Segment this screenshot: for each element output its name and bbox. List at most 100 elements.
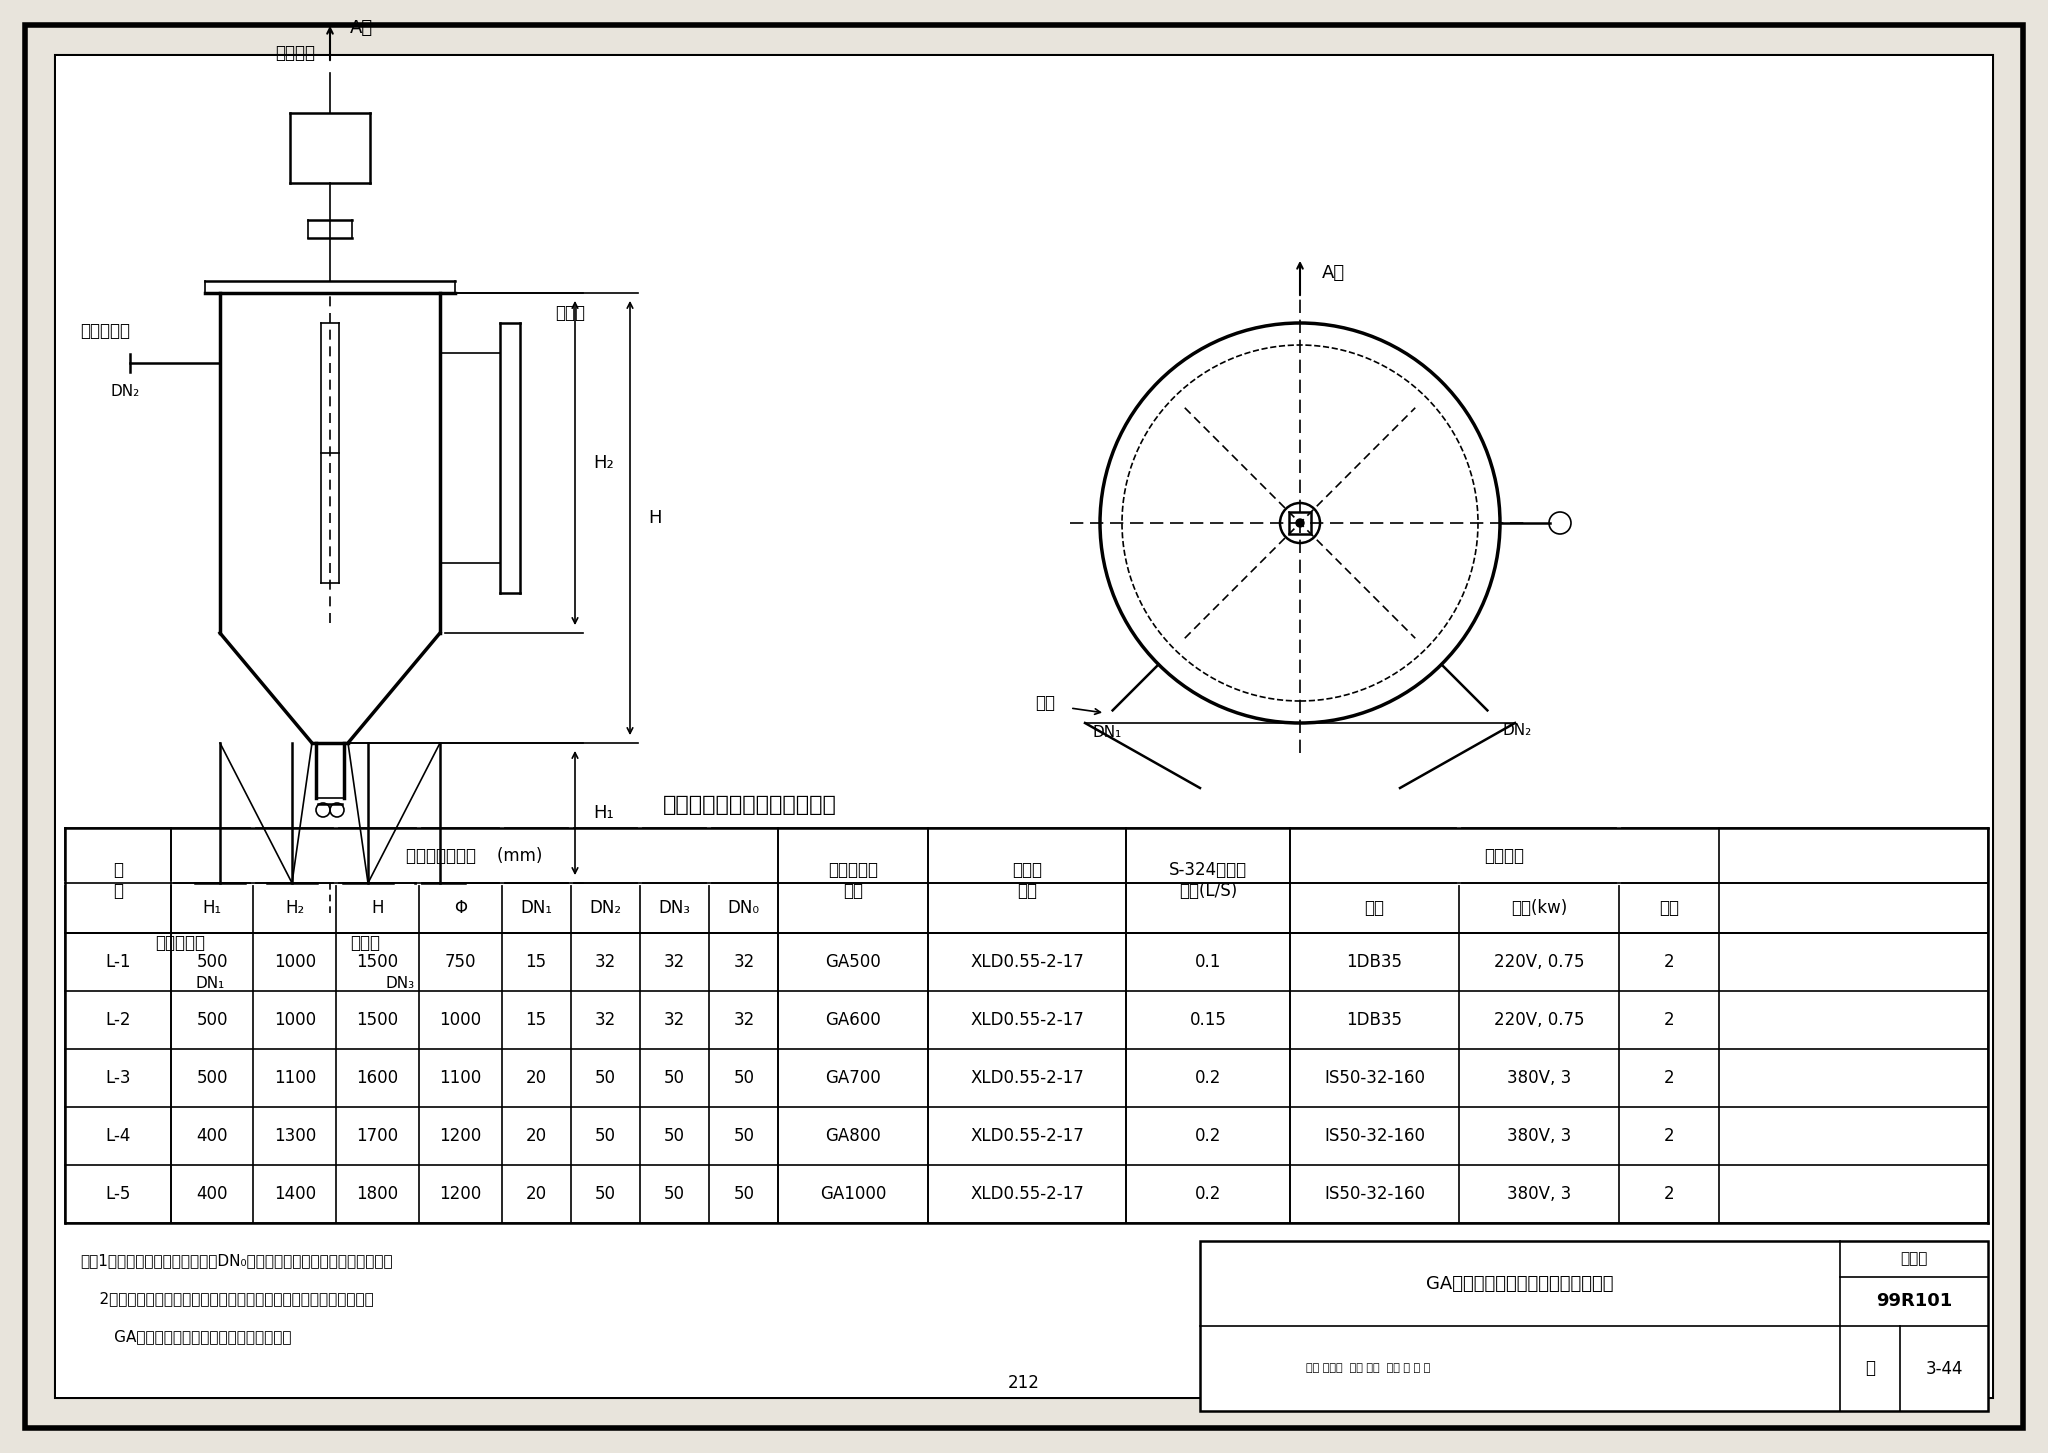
Text: 笱盖: 笱盖 — [1034, 695, 1055, 712]
Text: XLD0.55-2-17: XLD0.55-2-17 — [971, 953, 1083, 971]
Text: A向: A向 — [1323, 264, 1346, 282]
Text: 1600: 1600 — [356, 1069, 399, 1087]
Text: 400: 400 — [197, 1186, 227, 1203]
Text: IS50-32-160: IS50-32-160 — [1325, 1069, 1425, 1087]
Text: A向: A向 — [350, 19, 373, 36]
Text: 500: 500 — [197, 1011, 227, 1029]
Text: 搞拌电机: 搞拌电机 — [274, 44, 315, 62]
Text: 1DB35: 1DB35 — [1348, 1011, 1403, 1029]
Text: 配液箱安装尺寸    (mm): 配液箱安装尺寸 (mm) — [406, 847, 543, 865]
Text: 50: 50 — [733, 1128, 754, 1145]
Text: 0.2: 0.2 — [1196, 1069, 1221, 1087]
Text: XLD0.55-2-17: XLD0.55-2-17 — [971, 1128, 1083, 1145]
Text: L-1: L-1 — [104, 953, 131, 971]
Text: 50: 50 — [664, 1128, 686, 1145]
Text: 型
号: 型 号 — [113, 862, 123, 899]
Text: Φ: Φ — [455, 899, 467, 917]
Text: 1100: 1100 — [438, 1069, 481, 1087]
Text: DN₂: DN₂ — [111, 384, 139, 398]
Text: 220V, 0.75: 220V, 0.75 — [1493, 1011, 1585, 1029]
Text: 400: 400 — [197, 1128, 227, 1145]
Text: 50: 50 — [594, 1128, 616, 1145]
Text: 1500: 1500 — [356, 953, 399, 971]
Text: 3-44: 3-44 — [1925, 1360, 1962, 1377]
Text: GA700: GA700 — [825, 1069, 881, 1087]
Text: DN₂: DN₂ — [590, 899, 621, 917]
Text: IS50-32-160: IS50-32-160 — [1325, 1186, 1425, 1203]
Text: 500: 500 — [197, 953, 227, 971]
Text: 32: 32 — [733, 1011, 754, 1029]
Text: 750: 750 — [444, 953, 475, 971]
Text: 500: 500 — [197, 1069, 227, 1087]
Text: XLD0.55-2-17: XLD0.55-2-17 — [971, 1186, 1083, 1203]
Text: GA型强碱树脂催化除氧设备说明书编制。: GA型强碱树脂催化除氧设备说明书编制。 — [80, 1329, 291, 1344]
Text: 50: 50 — [733, 1186, 754, 1203]
Text: 15: 15 — [526, 1011, 547, 1029]
Text: XLD0.55-2-17: XLD0.55-2-17 — [971, 1011, 1083, 1029]
Text: 1700: 1700 — [356, 1128, 399, 1145]
Text: 15: 15 — [526, 953, 547, 971]
Text: 99R101: 99R101 — [1876, 1292, 1952, 1311]
Text: GA800: GA800 — [825, 1128, 881, 1145]
Text: 1000: 1000 — [274, 1011, 315, 1029]
Text: 1800: 1800 — [356, 1186, 399, 1203]
Text: 50: 50 — [733, 1069, 754, 1087]
Text: GA型强碱树脂催化除氧设备配液笱图: GA型强碱树脂催化除氧设备配液笱图 — [1425, 1274, 1614, 1293]
Text: DN₀: DN₀ — [727, 899, 760, 917]
Text: 2: 2 — [1663, 953, 1673, 971]
Text: S-324水射器
规格(L/S): S-324水射器 规格(L/S) — [1169, 862, 1247, 899]
Text: 50: 50 — [664, 1069, 686, 1087]
Text: 型号: 型号 — [1364, 899, 1384, 917]
Text: 1000: 1000 — [438, 1011, 481, 1029]
Text: 20: 20 — [526, 1128, 547, 1145]
Text: 进配液笱管: 进配液笱管 — [80, 323, 129, 340]
Text: 页: 页 — [1866, 1360, 1876, 1377]
Text: 2: 2 — [1663, 1128, 1673, 1145]
Text: 2: 2 — [1663, 1011, 1673, 1029]
Text: 功率(kw): 功率(kw) — [1511, 899, 1567, 917]
Text: 1300: 1300 — [274, 1128, 315, 1145]
Text: 配套水泵: 配套水泵 — [1485, 847, 1524, 865]
Text: 1200: 1200 — [438, 1128, 481, 1145]
Text: H: H — [371, 899, 383, 917]
Text: 32: 32 — [594, 953, 616, 971]
Text: DN₁: DN₁ — [1094, 725, 1122, 740]
Text: GA500: GA500 — [825, 953, 881, 971]
Text: L-3: L-3 — [104, 1069, 131, 1087]
Text: 图集号: 图集号 — [1901, 1251, 1927, 1267]
Text: 放空管: 放空管 — [350, 934, 381, 952]
Text: H₂: H₂ — [594, 453, 614, 472]
Text: L-2: L-2 — [104, 1011, 131, 1029]
Text: H: H — [647, 509, 662, 527]
Text: 搅拌机
型号: 搅拌机 型号 — [1012, 862, 1042, 899]
Text: DN₁: DN₁ — [520, 899, 553, 917]
Text: 220V, 0.75: 220V, 0.75 — [1493, 953, 1585, 971]
Text: 50: 50 — [664, 1186, 686, 1203]
Text: 212: 212 — [1008, 1375, 1040, 1392]
Text: L-5: L-5 — [104, 1186, 131, 1203]
Text: 0.2: 0.2 — [1196, 1128, 1221, 1145]
Bar — [1200, 1241, 1989, 1411]
Bar — [1288, 511, 1311, 535]
Text: 1200: 1200 — [438, 1186, 481, 1203]
Text: 1000: 1000 — [274, 953, 315, 971]
Text: DN₃: DN₃ — [659, 899, 690, 917]
Text: 数量: 数量 — [1659, 899, 1679, 917]
Text: L-4: L-4 — [104, 1128, 131, 1145]
Text: DN₃: DN₃ — [385, 975, 414, 991]
Text: H₁: H₁ — [594, 804, 614, 822]
Text: DN₂: DN₂ — [1503, 724, 1532, 738]
Text: XLD0.55-2-17: XLD0.55-2-17 — [971, 1069, 1083, 1087]
Text: 注：1、配套水泵有一台为备用，DN₀系与配液笱连接的再生系统用管径，: 注：1、配套水泵有一台为备用，DN₀系与配液笱连接的再生系统用管径， — [80, 1252, 393, 1268]
Text: 1100: 1100 — [274, 1069, 315, 1087]
Text: 32: 32 — [664, 953, 686, 971]
Text: H₂: H₂ — [285, 899, 305, 917]
Text: IS50-32-160: IS50-32-160 — [1325, 1128, 1425, 1145]
Text: 审核 仁达达  核对 知识  设计 同 综 业: 审核 仁达达 核对 知识 设计 同 综 业 — [1307, 1363, 1430, 1373]
Text: 0.1: 0.1 — [1196, 953, 1221, 971]
Text: 20: 20 — [526, 1069, 547, 1087]
Text: 50: 50 — [594, 1069, 616, 1087]
Text: 380V, 3: 380V, 3 — [1507, 1128, 1571, 1145]
Text: H₁: H₁ — [203, 899, 221, 917]
Text: 1DB35: 1DB35 — [1348, 953, 1403, 971]
